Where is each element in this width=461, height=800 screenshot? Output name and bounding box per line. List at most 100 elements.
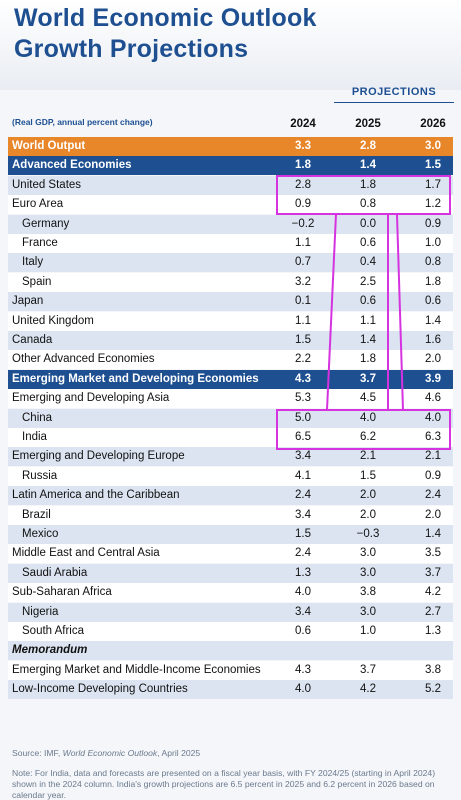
row-label: Other Advanced Economies bbox=[12, 353, 155, 366]
highlight-box bbox=[276, 409, 451, 450]
cell-value: 0.1 bbox=[295, 295, 311, 308]
cell-value: −0.2 bbox=[291, 217, 315, 230]
table-row: United Kingdom 1.1 1.1 1.4 bbox=[8, 311, 453, 331]
cell-value: 4.3 bbox=[295, 372, 311, 385]
table-row: Sub-Saharan Africa 4.0 3.8 4.2 bbox=[8, 583, 453, 603]
row-label: Spain bbox=[22, 275, 52, 288]
cell-value: 1.2 bbox=[425, 198, 441, 211]
table-row: Advanced Economies 1.8 1.4 1.5 bbox=[8, 156, 453, 176]
table-row: Italy 0.7 0.4 0.8 bbox=[8, 253, 453, 273]
table-row: Middle East and Central Asia 2.4 3.0 3.5 bbox=[8, 544, 453, 564]
row-label: Emerging Market and Developing Economies bbox=[12, 372, 259, 385]
cell-value: 2.4 bbox=[295, 547, 311, 560]
cell-value: 3.4 bbox=[295, 508, 311, 521]
row-label: Canada bbox=[12, 334, 53, 346]
cell-value: −0.3 bbox=[356, 528, 380, 540]
row-label: Mexico bbox=[22, 528, 59, 540]
table-row: Euro Area 0.9 0.8 1.2 bbox=[8, 195, 453, 215]
cell-value: 1.3 bbox=[425, 625, 441, 637]
source-text: Source: IMF, bbox=[12, 748, 63, 758]
row-label: Emerging and Developing Asia bbox=[12, 392, 170, 405]
cell-value: 1.4 bbox=[425, 314, 441, 327]
column-header: 2026 bbox=[420, 118, 446, 130]
cell-value: 3.0 bbox=[425, 140, 441, 152]
cell-value: 3.7 bbox=[425, 566, 441, 579]
title: Growth Projections bbox=[14, 35, 249, 63]
table-row: Nigeria 3.4 3.0 2.7 bbox=[8, 602, 453, 622]
cell-value: 0.9 bbox=[295, 198, 311, 211]
row-label: France bbox=[22, 237, 58, 249]
cell-value: 1.1 bbox=[295, 314, 311, 327]
cell-value: 3.7 bbox=[360, 372, 376, 385]
cell-value: 5.2 bbox=[425, 683, 441, 696]
cell-value: 1.8 bbox=[295, 159, 311, 172]
cell-value: 0.6 bbox=[425, 295, 441, 308]
row-label: China bbox=[22, 411, 53, 424]
cell-value: 4.2 bbox=[425, 586, 441, 599]
row-label: Nigeria bbox=[22, 605, 59, 618]
row-label: Japan bbox=[12, 295, 44, 308]
cell-value: 1.5 bbox=[295, 528, 311, 540]
cell-value: 3.8 bbox=[360, 586, 376, 599]
cell-value: 1.8 bbox=[360, 178, 376, 191]
table-row: Mexico 1.5 −0.3 1.4 bbox=[8, 525, 453, 544]
cell-value: 0.6 bbox=[295, 625, 311, 637]
cell-value: 4.6 bbox=[425, 392, 441, 405]
cell-value: 2.8 bbox=[295, 178, 311, 191]
cell-value: 0.6 bbox=[360, 237, 376, 249]
table-row: United States 2.8 1.8 1.7 bbox=[8, 175, 453, 195]
header-row: 2024 2025 2026 bbox=[8, 115, 453, 134]
table-row: Other Advanced Economies 2.2 1.8 2.0 bbox=[8, 350, 453, 370]
row-label: Advanced Economies bbox=[12, 159, 132, 172]
cell-value: 1.8 bbox=[360, 353, 376, 366]
cell-value: 5.3 bbox=[295, 392, 311, 405]
table-row: Latin America and the Caribbean 2.4 2.0 2.4 bbox=[8, 486, 453, 506]
cell-value: 2.2 bbox=[295, 353, 311, 366]
cell-value: 4.0 bbox=[295, 586, 311, 599]
row-label: Brazil bbox=[22, 508, 51, 521]
row-label: Germany bbox=[22, 217, 70, 230]
cell-value: 1.5 bbox=[295, 334, 311, 346]
cell-value: 0.4 bbox=[360, 256, 376, 269]
cell-value: 1.5 bbox=[360, 469, 376, 482]
table-row: Russia 4.1 1.5 0.9 bbox=[8, 466, 453, 486]
table-row: France 1.1 0.6 1.0 bbox=[8, 234, 453, 253]
cell-value: 1.0 bbox=[425, 237, 441, 249]
units: (Real GDP, annual percent change) bbox=[12, 117, 153, 127]
row-label: Latin America and the Caribbean bbox=[12, 489, 180, 502]
table-row: Memorandum bbox=[8, 641, 453, 661]
cell-value: 4.5 bbox=[360, 392, 376, 405]
cell-value: 0.8 bbox=[360, 198, 376, 211]
cell-value: 4.0 bbox=[295, 683, 311, 696]
cell-value: 3.0 bbox=[360, 605, 376, 618]
cell-value: 4.1 bbox=[295, 469, 311, 482]
table-row: Emerging and Developing Europe 3.4 2.1 2.1 bbox=[8, 447, 453, 467]
table-row: Spain 3.2 2.5 1.8 bbox=[8, 272, 453, 292]
cell-value: 1.8 bbox=[425, 275, 441, 288]
cell-value: 2.5 bbox=[360, 275, 376, 288]
cell-value: 1.1 bbox=[295, 237, 311, 249]
cell-value: 6.2 bbox=[360, 431, 376, 443]
title-background bbox=[0, 0, 461, 90]
table-row: Germany −0.2 0.0 0.9 bbox=[8, 214, 453, 234]
cell-value: 0.0 bbox=[360, 217, 376, 230]
column-header: 2024 bbox=[290, 118, 316, 130]
title: World Economic Outlook bbox=[14, 4, 317, 32]
cell-value: 3.4 bbox=[295, 450, 311, 463]
cell-value: 1.5 bbox=[425, 159, 441, 172]
row-label: Low-Income Developing Countries bbox=[12, 683, 188, 696]
cell-value: 2.0 bbox=[360, 489, 376, 502]
cell-value: 5.0 bbox=[295, 411, 311, 424]
cell-value: 3.0 bbox=[360, 566, 376, 579]
cell-value: 1.3 bbox=[295, 566, 311, 579]
cell-value: 2.4 bbox=[295, 489, 311, 502]
table-row: Low-Income Developing Countries 4.0 4.2 5.2 bbox=[8, 680, 453, 700]
cell-value: 3.7 bbox=[360, 663, 376, 676]
cell-value: 3.3 bbox=[295, 140, 311, 152]
cell-value: 3.4 bbox=[295, 605, 311, 618]
cell-value: 4.0 bbox=[425, 411, 441, 424]
cell-value: 0.7 bbox=[295, 256, 311, 269]
note: Note: For India, data and forecasts are … bbox=[12, 768, 436, 800]
